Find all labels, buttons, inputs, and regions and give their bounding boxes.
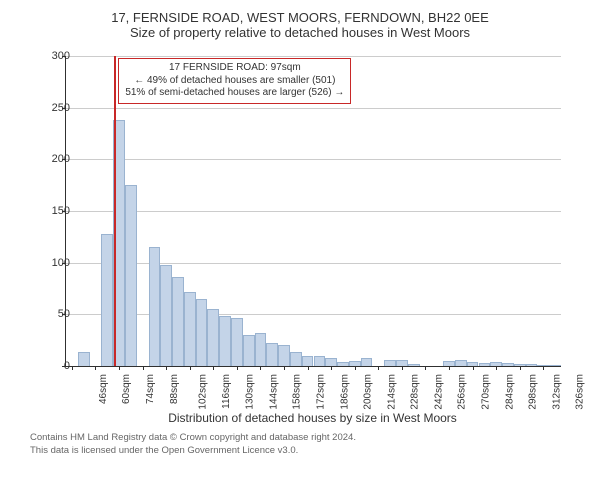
xtick-label: 312sqm [551, 374, 562, 410]
xtick-mark [425, 366, 426, 370]
histogram-bar [78, 352, 90, 366]
xtick-label: 88sqm [169, 374, 180, 404]
xtick-mark [284, 366, 285, 370]
histogram-bar [549, 365, 561, 366]
xtick-mark [166, 366, 167, 370]
histogram-bar [219, 316, 231, 366]
histogram-bar [125, 185, 137, 366]
xtick-label: 116sqm [221, 374, 232, 409]
histogram-bar [502, 363, 514, 366]
xtick-mark [237, 366, 238, 370]
histogram-bar [243, 335, 255, 366]
gridline [66, 56, 561, 57]
histogram-bar [302, 356, 314, 366]
annotation-line3: 51% of semi-detached houses are larger (… [125, 87, 344, 98]
xtick-mark [213, 366, 214, 370]
histogram-bar [184, 292, 196, 366]
histogram-bar [337, 362, 349, 366]
ytick-label: 300 [30, 50, 70, 62]
ytick-label: 200 [30, 153, 70, 165]
histogram-chart: Number of detached properties 17 FERNSID… [10, 46, 570, 426]
xtick-mark [473, 366, 474, 370]
histogram-bar [278, 345, 290, 366]
xtick-mark [520, 366, 521, 370]
gridline [66, 314, 561, 315]
title-subtitle: Size of property relative to detached ho… [10, 25, 590, 40]
histogram-bar [160, 265, 172, 366]
xtick-label: 200sqm [363, 374, 374, 410]
xtick-mark [331, 366, 332, 370]
histogram-bar [361, 358, 373, 366]
histogram-bar [290, 352, 302, 366]
annotation-line1: 17 FERNSIDE ROAD: 97sqm [169, 62, 301, 73]
ytick-label: 150 [30, 205, 70, 217]
xtick-label: 186sqm [339, 374, 350, 410]
x-axis-label: Distribution of detached houses by size … [65, 411, 560, 425]
xtick-label: 74sqm [145, 374, 156, 404]
xtick-label: 256sqm [457, 374, 468, 410]
xtick-label: 298sqm [528, 374, 539, 410]
xtick-mark [449, 366, 450, 370]
histogram-bar [149, 247, 161, 366]
annotation-box: 17 FERNSIDE ROAD: 97sqm ← 49% of detache… [118, 58, 351, 104]
ytick-label: 250 [30, 102, 70, 114]
histogram-bar [455, 360, 467, 366]
histogram-bar [231, 318, 243, 366]
xtick-mark [119, 366, 120, 370]
xtick-mark [496, 366, 497, 370]
histogram-bar [255, 333, 267, 366]
histogram-bar [196, 299, 208, 366]
footer-line1: Contains HM Land Registry data © Crown c… [30, 432, 356, 443]
xtick-label: 102sqm [198, 374, 209, 410]
histogram-bar [172, 277, 184, 366]
gridline [66, 263, 561, 264]
xtick-label: 144sqm [268, 374, 279, 410]
xtick-mark [308, 366, 309, 370]
xtick-mark [72, 366, 73, 370]
plot-area: 17 FERNSIDE ROAD: 97sqm ← 49% of detache… [65, 56, 561, 367]
histogram-bar [384, 360, 396, 366]
xtick-label: 172sqm [316, 374, 327, 410]
gridline [66, 108, 561, 109]
xtick-mark [378, 366, 379, 370]
xtick-label: 284sqm [504, 374, 515, 410]
xtick-mark [260, 366, 261, 370]
histogram-bar [325, 358, 337, 366]
histogram-bar [101, 234, 113, 366]
annotation-line2: ← 49% of detached houses are smaller (50… [134, 75, 335, 86]
histogram-bar [266, 343, 278, 366]
xtick-mark [543, 366, 544, 370]
ytick-label: 0 [30, 360, 70, 372]
xtick-label: 46sqm [98, 374, 109, 404]
xtick-label: 270sqm [481, 374, 492, 410]
xtick-mark [355, 366, 356, 370]
histogram-bar [479, 363, 491, 366]
marker-line [114, 56, 116, 366]
xtick-label: 214sqm [386, 374, 397, 410]
xtick-label: 60sqm [121, 374, 132, 404]
xtick-label: 326sqm [575, 374, 586, 410]
histogram-bar [408, 364, 420, 366]
gridline [66, 159, 561, 160]
histogram-bar [526, 364, 538, 366]
xtick-mark [402, 366, 403, 370]
gridline [66, 211, 561, 212]
xtick-label: 228sqm [410, 374, 421, 410]
xtick-mark [190, 366, 191, 370]
xtick-label: 242sqm [433, 374, 444, 410]
histogram-bar [314, 356, 326, 366]
ytick-label: 50 [30, 308, 70, 320]
xtick-mark [143, 366, 144, 370]
footer-line2: This data is licensed under the Open Gov… [30, 445, 298, 456]
ytick-label: 100 [30, 257, 70, 269]
footer-attribution: Contains HM Land Registry data © Crown c… [30, 432, 580, 458]
xtick-label: 158sqm [292, 374, 303, 410]
histogram-bar [207, 309, 219, 366]
xtick-label: 130sqm [245, 374, 256, 410]
xtick-mark [95, 366, 96, 370]
title-address: 17, FERNSIDE ROAD, WEST MOORS, FERNDOWN,… [10, 10, 590, 25]
